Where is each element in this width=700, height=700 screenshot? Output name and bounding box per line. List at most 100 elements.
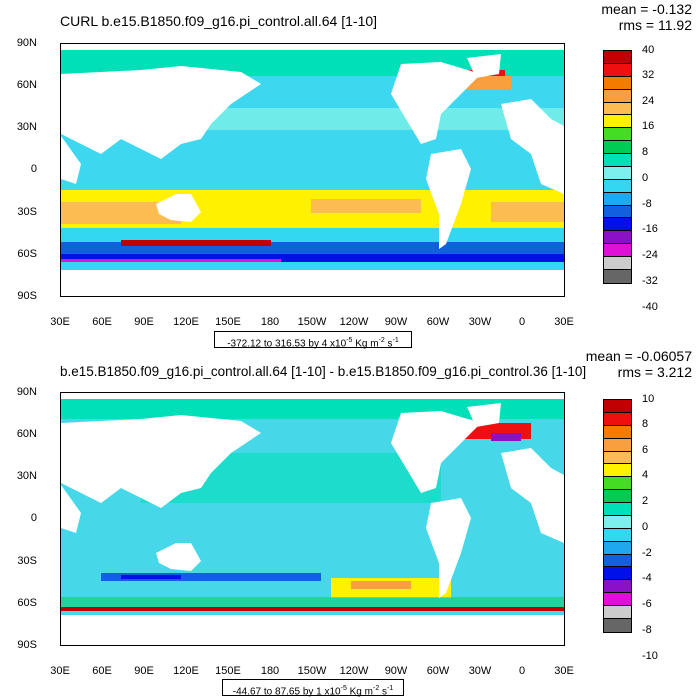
bottom-range-m-exp: -2 xyxy=(372,685,380,692)
top-mean-stat: mean = -0.132 xyxy=(601,1,692,17)
colorbar-label: 8 xyxy=(642,417,649,430)
colorbar-segment xyxy=(604,76,631,90)
bottom-lat-label-30s: 30S xyxy=(17,555,37,567)
top-map-title: CURL b.e15.B1850.f09_g16.pi_control.all.… xyxy=(60,13,378,29)
bottom-lon-label: 150W xyxy=(297,665,327,677)
top-antarctic-margin xyxy=(61,262,564,272)
top-lon-label: 30W xyxy=(468,316,492,328)
bottom-land-africa xyxy=(501,448,564,543)
bottom-land-australia xyxy=(156,543,201,571)
top-rms-stat: rms = 11.92 xyxy=(618,17,692,33)
top-map-svg xyxy=(61,44,564,296)
top-lon-label: 60E xyxy=(92,316,112,328)
top-lat-label-60s: 60S xyxy=(17,248,37,260)
colorbar-label: -24 xyxy=(642,249,658,262)
bottom-land-north-america xyxy=(391,411,481,493)
colorbar-segment xyxy=(604,503,631,516)
top-lon-label: 30E xyxy=(554,316,574,328)
colorbar-label: -2 xyxy=(642,546,652,559)
colorbar-label: 4 xyxy=(642,469,649,482)
colorbar-segment xyxy=(604,606,631,619)
top-lon-label: 150W xyxy=(297,316,327,328)
bottom-lat-label-30n: 30N xyxy=(16,470,37,482)
bottom-lat-label-90n: 90N xyxy=(16,386,37,398)
bottom-antarctic-red-edge xyxy=(61,607,564,611)
bottom-range-kg: Kg m xyxy=(346,686,373,698)
colorbar-segment xyxy=(604,166,631,180)
colorbar-segment xyxy=(604,464,631,478)
top-land-arctic-cap xyxy=(61,44,564,50)
colorbar-segment xyxy=(604,257,631,270)
bottom-lon-label: 120W xyxy=(339,665,369,677)
colorbar-segment xyxy=(604,477,631,491)
top-range-s: s xyxy=(384,338,393,350)
colorbar-segment xyxy=(604,102,631,116)
bottom-lon-label: 60W xyxy=(426,665,450,677)
top-land-north-america xyxy=(391,62,481,144)
bottom-north-atlantic-purple xyxy=(491,433,521,441)
bottom-land-antarctica xyxy=(61,615,564,645)
top-lon-label: 120W xyxy=(339,316,369,328)
colorbar-segment xyxy=(604,515,631,529)
colorbar-segment xyxy=(604,451,631,465)
bottom-map-frame xyxy=(60,392,565,646)
colorbar-segment xyxy=(604,115,631,129)
top-land-greenland xyxy=(467,54,501,78)
colorbar-segment xyxy=(604,51,631,64)
bottom-map-title: b.e15.B1850.f09_g16.pi_control.all.64 [1… xyxy=(60,364,587,379)
colorbar-segment xyxy=(604,618,631,632)
top-indian-orange-band xyxy=(61,202,181,224)
colorbar-label: -4 xyxy=(642,572,652,585)
top-range-box: -372.12 to 316.53 by 4 x10-5 Kg m-2 s-1 xyxy=(214,331,412,350)
colorbar-label: -40 xyxy=(642,300,658,313)
bottom-lat-label-90s: 90S xyxy=(17,639,37,651)
bottom-land-eurasia xyxy=(61,415,261,508)
colorbar-label: 0 xyxy=(642,171,649,184)
top-lon-label: 90W xyxy=(384,316,408,328)
bottom-lon-label: 120E xyxy=(173,665,199,677)
top-lat-label-eq: 0 xyxy=(30,163,37,175)
top-land-africa xyxy=(501,99,564,194)
bottom-lon-label: 30E xyxy=(554,665,574,677)
top-southern-band-1 xyxy=(61,228,564,242)
bottom-range-text: -44.67 to 87.65 by 1 x10 xyxy=(232,686,341,698)
bottom-lon-label: 60E xyxy=(92,665,112,677)
top-southern-band-magenta xyxy=(61,259,281,264)
bottom-southern-deep-blue xyxy=(121,575,181,579)
top-land-masses xyxy=(61,44,564,296)
colorbar-label: 8 xyxy=(642,146,649,159)
colorbar-label: 2 xyxy=(642,495,649,508)
bottom-lon-label: 0 xyxy=(518,665,526,677)
colorbar-segment xyxy=(604,425,631,439)
colorbar-label: 6 xyxy=(642,443,649,456)
top-lon-label: 90E xyxy=(134,316,154,328)
bottom-range-exp: -5 xyxy=(340,685,347,692)
bottom-land-greenland xyxy=(467,403,501,427)
colorbar-label: -10 xyxy=(642,649,658,662)
colorbar-segment xyxy=(604,89,631,103)
bottom-range-s: s xyxy=(379,686,387,698)
bottom-land-masses xyxy=(61,393,564,645)
top-lon-label: 120E xyxy=(173,316,199,328)
bottom-lat-label-60n: 60N xyxy=(16,428,37,440)
top-land-south-america xyxy=(426,149,471,249)
top-lon-label: 30E xyxy=(50,316,70,328)
colorbar-segment xyxy=(604,400,631,413)
colorbar-segment xyxy=(604,141,631,154)
bottom-range-box: -44.67 to 87.65 by 1 x10-5 Kg m-2 s-1 xyxy=(222,679,404,698)
colorbar-label: -16 xyxy=(642,223,658,236)
top-land-africa-east xyxy=(61,136,81,184)
top-atlantic-orange-band xyxy=(491,202,564,222)
bottom-lon-label: 90E xyxy=(134,665,154,677)
bottom-lat-label-eq: 0 xyxy=(30,512,37,524)
top-range-exp: -5 xyxy=(346,337,353,344)
bottom-lon-label: 30W xyxy=(468,665,492,677)
colorbar-segment xyxy=(604,567,631,581)
colorbar-label: 40 xyxy=(642,44,655,56)
bottom-map-svg xyxy=(61,393,564,645)
colorbar-segment xyxy=(604,580,631,594)
colorbar-segment xyxy=(604,554,631,568)
top-map-frame xyxy=(60,43,565,297)
bottom-land-south-america xyxy=(426,498,471,598)
colorbar-segment xyxy=(604,244,631,257)
